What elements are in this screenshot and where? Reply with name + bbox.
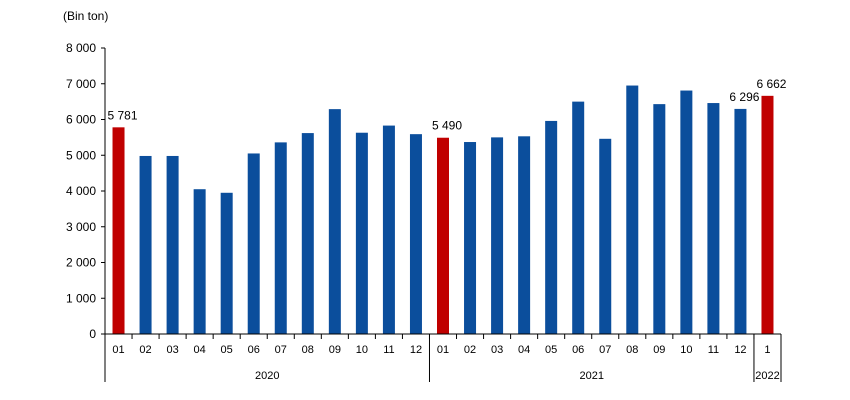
bar bbox=[599, 138, 612, 334]
bar bbox=[464, 142, 477, 334]
x-category-label: 11 bbox=[708, 344, 719, 356]
year-label: 2020 bbox=[255, 370, 279, 382]
bar bbox=[545, 120, 558, 335]
x-category-label: 12 bbox=[410, 344, 422, 356]
x-category-label: 02 bbox=[139, 344, 151, 356]
y-tick-label: 1 000 bbox=[66, 291, 96, 305]
x-category-label: 10 bbox=[356, 344, 368, 356]
bar-highlighted bbox=[112, 127, 125, 334]
y-tick-label: 5 000 bbox=[66, 148, 96, 162]
x-category-label: 09 bbox=[329, 344, 341, 356]
x-category-label: 01 bbox=[437, 344, 449, 356]
x-category-label: 05 bbox=[545, 344, 557, 356]
year-label: 2022 bbox=[755, 370, 779, 382]
x-category-label: 05 bbox=[221, 344, 233, 356]
bar bbox=[247, 153, 260, 334]
y-tick-label: 7 000 bbox=[66, 77, 96, 91]
x-category-label: 04 bbox=[518, 344, 530, 356]
bar bbox=[707, 103, 720, 335]
bar bbox=[734, 108, 747, 334]
bar bbox=[328, 109, 341, 334]
year-label: 2021 bbox=[579, 370, 603, 382]
x-category-label: 1 bbox=[764, 344, 770, 356]
y-tick-label: 6 000 bbox=[66, 113, 96, 127]
bar bbox=[382, 125, 395, 334]
x-category-label: 07 bbox=[275, 344, 287, 356]
bar bbox=[680, 90, 693, 334]
bars bbox=[112, 85, 774, 335]
data-label: 6 296 bbox=[729, 90, 759, 104]
x-category-label: 07 bbox=[599, 344, 611, 356]
bar bbox=[518, 136, 531, 334]
x-category-label: 10 bbox=[680, 344, 692, 356]
x-category-label: 09 bbox=[653, 344, 665, 356]
x-category-label: 06 bbox=[572, 344, 584, 356]
x-category-label: 02 bbox=[464, 344, 476, 356]
x-category-label: 08 bbox=[626, 344, 638, 356]
bar bbox=[193, 189, 206, 334]
bar bbox=[409, 134, 422, 334]
y-tick-label: 0 bbox=[89, 327, 96, 341]
x-category-label: 06 bbox=[248, 344, 260, 356]
bar bbox=[355, 132, 368, 334]
data-label: 5 490 bbox=[432, 119, 462, 133]
x-category-label: 08 bbox=[302, 344, 314, 356]
y-tick-label: 3 000 bbox=[66, 220, 96, 234]
bar bbox=[274, 142, 287, 334]
bar bbox=[572, 101, 585, 334]
x-axis: 01 02 03 04 05 06 07 08 09 10 11 12 01 02 03 04 05 06 07 08… bbox=[104, 333, 782, 382]
bar bbox=[220, 192, 233, 334]
y-tick-label: 8 000 bbox=[66, 41, 96, 55]
data-label: 6 662 bbox=[756, 77, 786, 91]
bar-highlighted bbox=[761, 95, 774, 335]
bar bbox=[626, 85, 639, 334]
bar bbox=[166, 155, 179, 334]
bar bbox=[301, 133, 314, 334]
x-category-label: 04 bbox=[194, 344, 206, 356]
x-category-label: 03 bbox=[166, 344, 178, 356]
y-axis: 0 1 000 2 000 3 000 4 000 5 000 6 000 7 000 8 00… bbox=[66, 41, 106, 341]
bar bbox=[139, 155, 152, 334]
bar bbox=[653, 104, 666, 334]
y-axis-unit-label: (Bin ton) bbox=[63, 9, 108, 23]
y-tick-label: 4 000 bbox=[66, 184, 96, 198]
y-tick-label: 2 000 bbox=[66, 256, 96, 270]
x-category-label: 12 bbox=[734, 344, 746, 356]
data-label: 5 781 bbox=[108, 108, 138, 122]
x-category-label: 03 bbox=[491, 344, 503, 356]
bar bbox=[491, 137, 504, 334]
x-category-label: 01 bbox=[112, 344, 124, 356]
bar-highlighted bbox=[437, 137, 449, 334]
x-category-label: 11 bbox=[383, 344, 394, 356]
